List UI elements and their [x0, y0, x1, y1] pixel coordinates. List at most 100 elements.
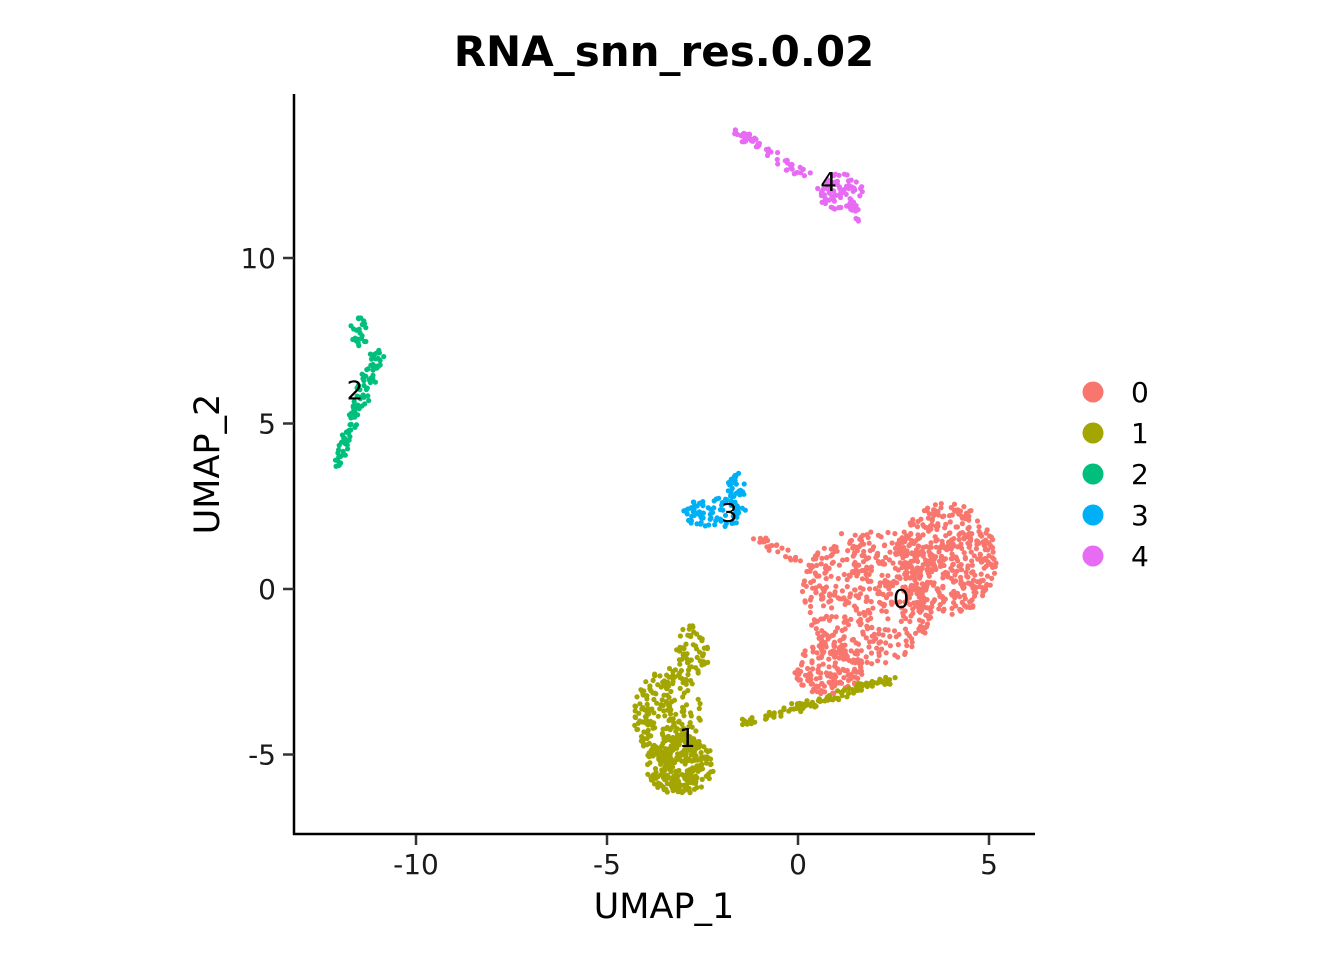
data-point	[844, 653, 850, 660]
data-point	[879, 646, 885, 652]
data-point	[850, 553, 856, 559]
data-point	[787, 555, 793, 561]
data-point	[860, 629, 866, 635]
data-point	[681, 787, 688, 793]
data-point	[958, 607, 965, 614]
data-point	[858, 620, 864, 626]
data-point	[651, 710, 657, 716]
data-point	[826, 656, 832, 662]
data-point	[728, 498, 734, 504]
data-point	[847, 591, 854, 597]
data-point	[892, 565, 899, 571]
data-point	[829, 605, 835, 611]
data-point	[834, 548, 840, 554]
data-point	[807, 609, 813, 616]
data-point	[883, 660, 889, 666]
data-point	[692, 739, 699, 745]
data-point	[644, 742, 650, 748]
data-point	[977, 583, 983, 590]
data-point	[909, 644, 915, 650]
data-point	[990, 537, 996, 543]
data-point	[677, 633, 684, 639]
data-point	[791, 171, 797, 177]
data-point	[832, 660, 839, 666]
data-point	[875, 559, 881, 565]
data-point	[801, 703, 807, 710]
data-point	[644, 701, 650, 707]
data-point	[356, 343, 362, 349]
data-point	[687, 767, 693, 773]
data-point	[923, 544, 929, 550]
data-point	[697, 658, 703, 664]
data-point	[940, 575, 946, 581]
data-point	[685, 775, 691, 781]
data-point	[752, 719, 758, 725]
data-point	[917, 609, 923, 615]
data-point	[810, 556, 817, 562]
data-point	[649, 706, 655, 712]
data-point	[949, 605, 955, 612]
data-point	[860, 559, 867, 565]
data-point	[688, 746, 694, 752]
cluster-0-points	[750, 501, 999, 697]
data-point	[872, 586, 879, 592]
data-point	[892, 545, 899, 551]
data-point	[802, 599, 808, 605]
data-point	[689, 724, 695, 730]
data-point	[871, 544, 877, 550]
data-point	[855, 641, 862, 647]
data-point	[940, 584, 946, 590]
data-point	[661, 708, 667, 714]
data-point	[815, 683, 821, 690]
data-point	[920, 588, 926, 595]
data-point	[980, 593, 986, 599]
data-point	[661, 736, 667, 742]
cluster-label-4: 4	[820, 168, 837, 198]
data-point	[839, 627, 845, 634]
data-point	[916, 549, 922, 555]
data-point	[902, 608, 908, 614]
data-point	[741, 718, 748, 724]
data-point	[336, 462, 342, 468]
data-point	[336, 442, 342, 448]
data-point	[851, 603, 858, 609]
data-point	[967, 580, 973, 587]
data-point	[858, 648, 864, 654]
data-point	[803, 583, 809, 589]
data-point	[798, 668, 804, 675]
data-point	[906, 633, 913, 639]
data-point	[632, 714, 639, 721]
data-point	[668, 769, 674, 775]
data-point	[989, 575, 995, 582]
scatter-points	[332, 127, 999, 796]
data-point	[875, 658, 881, 664]
data-point	[816, 655, 822, 661]
data-point	[952, 592, 959, 598]
data-point	[907, 541, 913, 548]
data-point	[942, 525, 948, 531]
data-point	[706, 522, 712, 528]
data-point	[860, 532, 866, 538]
data-point	[839, 588, 846, 594]
data-point	[961, 504, 967, 510]
data-point	[669, 699, 675, 705]
data-point	[717, 507, 724, 513]
data-point	[846, 685, 852, 692]
data-point	[638, 738, 645, 744]
data-point	[687, 790, 693, 796]
data-point	[832, 171, 839, 177]
data-point	[711, 498, 717, 504]
data-point	[773, 542, 779, 549]
data-point	[668, 707, 674, 713]
data-point	[982, 555, 988, 562]
data-point	[355, 383, 362, 389]
data-point	[691, 502, 698, 509]
data-point	[891, 628, 898, 634]
data-point	[846, 182, 852, 188]
data-point	[912, 575, 918, 581]
data-point	[665, 734, 671, 740]
data-point	[687, 720, 693, 726]
data-point	[835, 680, 842, 686]
data-point	[916, 627, 922, 633]
